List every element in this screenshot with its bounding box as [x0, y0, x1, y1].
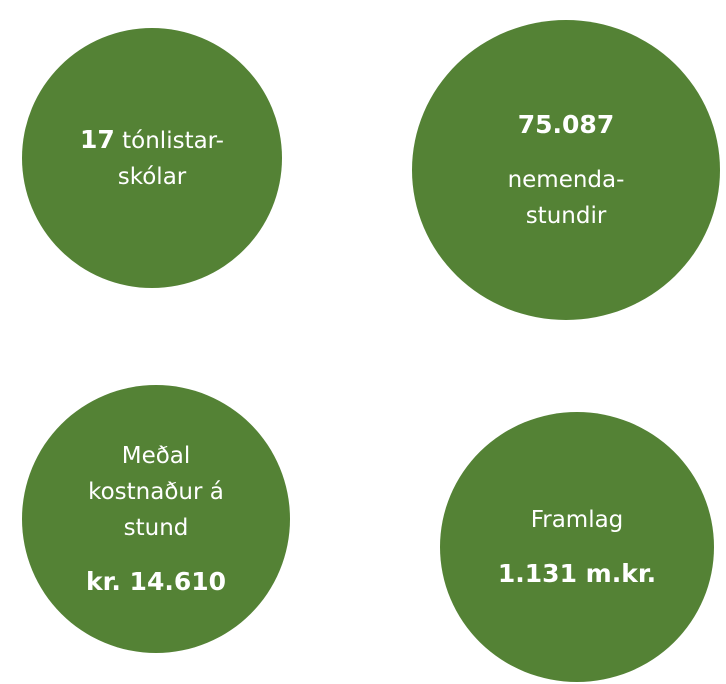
stat-circle: 75.087 nemenda-stundir: [412, 20, 720, 320]
text-line: 17 tónlistar-: [80, 122, 224, 159]
bold-text: 1.131 m.kr.: [497, 558, 657, 588]
text-line: kostnaður á: [88, 474, 224, 510]
text: stundir: [525, 202, 607, 229]
bold-text: 17: [80, 124, 115, 154]
stat-circle: 17 tónlistar-skólar: [22, 28, 282, 288]
stat-circle: Meðal kostnaður á stund kr. 14.610: [22, 385, 290, 653]
text-line: Meðal: [122, 438, 191, 474]
text-line: skólar: [118, 159, 187, 195]
text: stund: [123, 514, 189, 541]
text: Framlag: [530, 506, 624, 533]
bold-text: kr. 14.610: [85, 566, 227, 596]
text-line: stundir: [526, 198, 607, 234]
text-line: nemenda-: [508, 162, 625, 198]
text: skólar: [117, 163, 187, 190]
text-line: stund: [124, 510, 189, 546]
text-line: Framlag: [531, 502, 624, 538]
text-line: 1.131 m.kr.: [498, 556, 656, 593]
text: kostnaður á: [88, 478, 224, 505]
text: nemenda-: [507, 166, 625, 193]
stat-circle: Framlag 1.131 m.kr.: [440, 412, 714, 682]
text-line: 75.087: [518, 107, 614, 144]
bold-text: 75.087: [517, 109, 615, 139]
text: tónlistar-: [114, 127, 224, 154]
text: Meðal: [121, 442, 191, 469]
text-line: kr. 14.610: [86, 564, 226, 601]
